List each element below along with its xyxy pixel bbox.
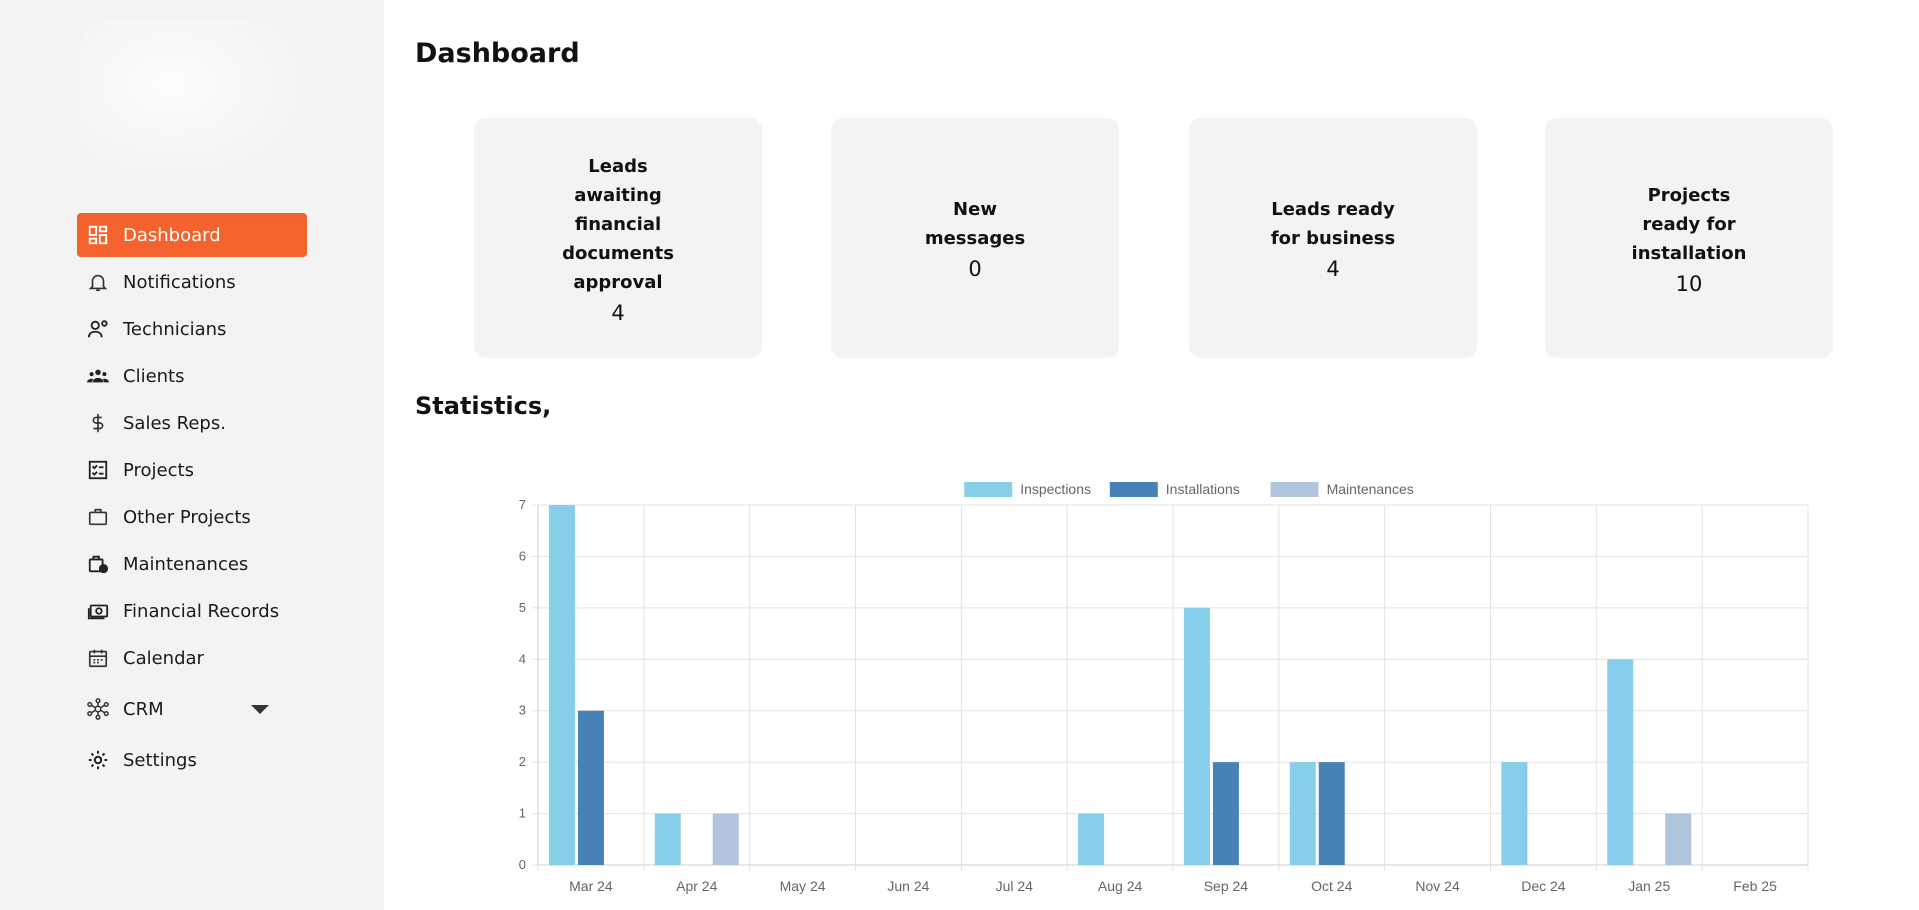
sidebar-item-label: Notifications — [123, 271, 236, 293]
x-tick-label: Apr 24 — [676, 878, 717, 894]
sidebar-item-calendar[interactable]: Calendar — [77, 636, 307, 680]
card-projects-ready-for-installation[interactable]: Projects ready for installation 10 — [1545, 118, 1833, 358]
sidebar-item-clients[interactable]: Clients — [77, 354, 307, 398]
gear-icon — [87, 749, 109, 771]
sidebar-item-label: Maintenances — [123, 553, 249, 575]
bar-inspections — [1183, 607, 1210, 865]
sidebar-item-label: Settings — [123, 749, 197, 771]
sidebar-item-projects[interactable]: Projects — [77, 448, 307, 492]
page-title: Dashboard — [415, 38, 580, 69]
legend-label: Inspections — [1020, 481, 1091, 497]
calendar-icon — [87, 647, 109, 669]
x-tick-label: Sep 24 — [1204, 878, 1249, 894]
card-value: 4 — [1326, 257, 1340, 281]
y-tick-label: 2 — [519, 754, 526, 769]
card-value: 0 — [968, 257, 982, 281]
x-tick-label: Oct 24 — [1311, 878, 1352, 894]
bar-maintenances — [712, 813, 739, 865]
y-tick-label: 6 — [519, 548, 526, 563]
technician-icon — [87, 318, 109, 340]
bar-inspections — [654, 813, 681, 865]
sidebar-item-crm[interactable]: CRM — [77, 683, 307, 735]
sidebar-item-technicians[interactable]: Technicians — [77, 307, 307, 351]
bar-installations — [577, 710, 604, 865]
bar-inspections — [548, 505, 575, 865]
x-tick-label: Jul 24 — [996, 878, 1034, 894]
y-tick-label: 1 — [519, 806, 526, 821]
summary-cards: Leads awaiting financial documents appro… — [474, 118, 1833, 358]
legend-swatch — [964, 482, 1013, 497]
x-tick-label: Jun 24 — [887, 878, 929, 894]
sidebar-item-label: Other Projects — [123, 506, 251, 528]
y-tick-label: 3 — [519, 703, 526, 718]
x-tick-label: Jan 25 — [1628, 878, 1670, 894]
bar-chart: 0 1 2 3 4 5 6 7 Mar 24 Apr 24 May 24 Jun 24 Jul 24 Au… — [519, 481, 1809, 894]
card-value: 4 — [611, 300, 625, 325]
x-tick-label: May 24 — [780, 878, 826, 894]
card-label: Leads ready for business — [1270, 199, 1396, 249]
statistics-title: Statistics, — [415, 392, 552, 420]
bar-installations — [1318, 762, 1345, 865]
sidebar-item-other-projects[interactable]: Other Projects — [77, 495, 307, 539]
card-label: Projects ready for installation — [1631, 184, 1747, 264]
chevron-down-icon[interactable] — [251, 704, 269, 714]
y-tick-label: 5 — [519, 600, 526, 615]
bell-icon — [87, 271, 109, 293]
sidebar-item-sales-reps[interactable]: Sales Reps. — [77, 401, 307, 445]
bar-inspections — [1607, 659, 1634, 865]
sidebar-item-settings[interactable]: Settings — [77, 738, 307, 782]
bar-inspections — [1289, 762, 1316, 865]
legend-swatch — [1109, 482, 1158, 497]
y-tick-label: 0 — [519, 857, 526, 872]
bar-inspections — [1501, 762, 1528, 865]
legend-label: Installations — [1166, 481, 1240, 497]
sidebar-item-label: Calendar — [123, 647, 204, 669]
logo — [80, 20, 310, 180]
sidebar-item-label: Projects — [123, 459, 194, 481]
dollar-icon — [87, 412, 109, 434]
x-tick-label: Dec 24 — [1521, 878, 1566, 894]
sidebar-item-label: Clients — [123, 365, 185, 387]
y-tick-label: 7 — [519, 497, 526, 512]
money-icon — [87, 600, 109, 622]
dashboard-icon — [87, 224, 109, 246]
y-tick-label: 4 — [519, 651, 526, 666]
card-new-messages[interactable]: New messages 0 — [831, 118, 1119, 358]
x-tick-label: Aug 24 — [1098, 878, 1143, 894]
sidebar-item-notifications[interactable]: Notifications — [77, 260, 307, 304]
x-tick-label: Mar 24 — [569, 878, 613, 894]
statistics-chart: 0 1 2 3 4 5 6 7 Mar 24 Apr 24 May 24 Jun 24 Jul 24 Au… — [500, 470, 1820, 910]
sidebar-item-financial-records[interactable]: Financial Records — [77, 589, 307, 633]
card-value: 10 — [1675, 271, 1703, 296]
network-icon — [87, 698, 109, 720]
bar-installations — [1212, 762, 1239, 865]
sidebar-item-maintenances[interactable]: Maintenances — [77, 542, 307, 586]
bar-inspections — [1078, 813, 1105, 865]
clients-icon — [87, 365, 109, 387]
briefcase-icon — [87, 506, 109, 528]
x-tick-label: Nov 24 — [1415, 878, 1460, 894]
maintenance-icon — [87, 553, 109, 575]
legend-label: Maintenances — [1327, 481, 1414, 497]
sidebar-item-label: Dashboard — [123, 224, 221, 246]
sidebar-item-label: Sales Reps. — [123, 412, 226, 434]
sidebar-item-dashboard[interactable]: Dashboard — [77, 213, 307, 257]
sidebar-nav: Dashboard Notifications Technicians Clie… — [77, 213, 307, 785]
card-leads-ready-for-business[interactable]: Leads ready for business 4 — [1189, 118, 1477, 358]
sidebar-item-label: Technicians — [123, 318, 227, 340]
card-leads-awaiting-approval[interactable]: Leads awaiting financial documents appro… — [474, 118, 762, 358]
sidebar: Dashboard Notifications Technicians Clie… — [0, 0, 384, 910]
sidebar-item-label: CRM — [123, 698, 164, 720]
x-tick-label: Feb 25 — [1733, 878, 1777, 894]
sidebar-item-label: Financial Records — [123, 600, 280, 622]
checklist-icon — [87, 459, 109, 481]
card-label: New messages — [924, 199, 1026, 249]
card-label: Leads awaiting financial documents appro… — [562, 155, 674, 293]
legend-swatch — [1270, 482, 1319, 497]
bar-maintenances — [1665, 813, 1692, 865]
